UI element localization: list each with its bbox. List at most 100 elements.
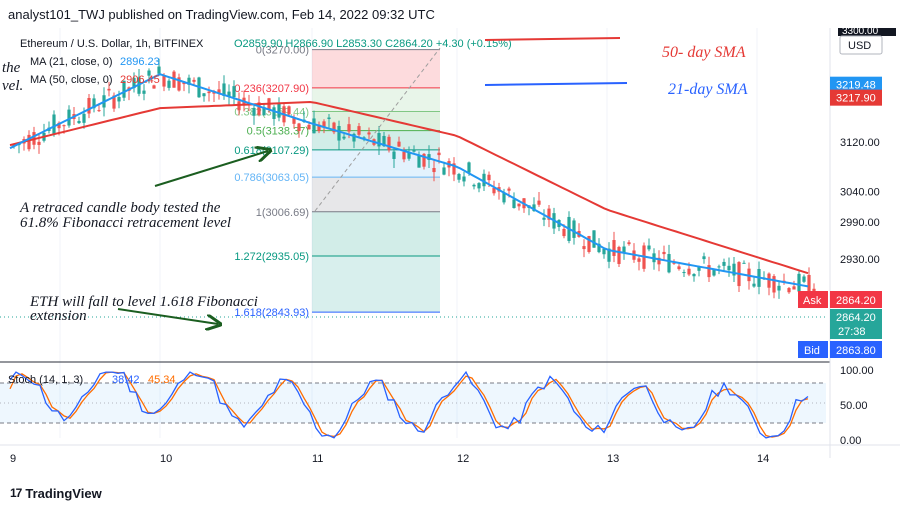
candle-body: [617, 246, 621, 264]
price-tick-2990.00: 2990.00: [840, 217, 880, 229]
candle-body: [407, 151, 411, 159]
last-price-tag: [830, 309, 882, 339]
fib-zone-7: [312, 255, 440, 313]
price-tick-3040.00: 3040.00: [840, 186, 880, 198]
tradingview-brand: TradingView: [25, 485, 102, 501]
price-scale[interactable]: 3300.00 USD 3200.003120.003040.002990.00…: [798, 28, 896, 458]
currency-label: USD: [848, 40, 871, 52]
fib-label-1: 1(3006.69): [256, 207, 309, 219]
candle-body: [457, 174, 461, 180]
ma-tag-1: 3217.90: [836, 93, 876, 105]
ask-label: Ask: [803, 295, 822, 307]
candle-body: [347, 124, 351, 132]
candle-body: [287, 106, 291, 115]
note-arrow-retrace: [154, 151, 268, 187]
price-chart[interactable]: 0(3270.00) 0.236(3207.90) 0.382(3169.44) 0.…: [0, 28, 900, 483]
candle-body: [532, 204, 536, 212]
candle-body: [657, 257, 661, 265]
candle-body: [797, 273, 801, 292]
candle-body: [357, 126, 361, 135]
candle-body: [512, 199, 516, 209]
note-extension-line2: extension: [30, 308, 87, 324]
candle-body: [752, 283, 756, 287]
candle-body: [562, 228, 566, 237]
candle-body: [167, 80, 171, 88]
stoch-d-value: 45.34: [148, 374, 176, 386]
candle-body: [602, 248, 606, 255]
time-label-14: 14: [757, 453, 769, 465]
candle-body: [742, 262, 746, 264]
time-axis[interactable]: 9 10 11 12 13 14: [10, 453, 769, 465]
candle-body: [392, 151, 396, 159]
candle-body: [122, 80, 126, 98]
ask-value-tag: [830, 291, 882, 308]
candle-body: [142, 90, 146, 94]
note-extension-line1: ETH will fall to level 1.618 Fibonacci: [29, 294, 258, 310]
fib-label-1.618: 1.618(2843.93): [234, 307, 309, 319]
ma-tag-0: 3219.48: [836, 80, 876, 92]
fib-label-1.272: 1.272(2935.05): [234, 251, 309, 263]
candle-body: [442, 167, 446, 175]
candle-body: [542, 217, 546, 220]
fib-label-0.618: 0.618(3107.29): [234, 145, 309, 157]
fib-trend-line: [314, 47, 441, 212]
legend-ma21: MA (21, close, 0): [30, 56, 113, 68]
candle-body: [327, 117, 331, 120]
candle-body: [252, 107, 256, 116]
candle-body: [437, 152, 441, 156]
candle-body: [637, 258, 641, 262]
candle-body: [462, 176, 466, 182]
stochastic-panel[interactable]: Stoch (14, 1, 3) 38.42 45.34: [0, 370, 826, 439]
candle-body: [77, 120, 81, 124]
candle-body: [727, 265, 731, 271]
candle-body: [467, 162, 471, 173]
stoch-label: Stoch (14, 1, 3): [8, 374, 83, 386]
candle-body: [87, 97, 91, 114]
candle-body: [257, 102, 261, 115]
ma50-line: [9, 100, 809, 275]
legend-ma21-value: 2896.23: [120, 56, 160, 68]
candle-body: [722, 261, 726, 266]
candle-body: [52, 114, 56, 135]
tradingview-logo: 17: [10, 486, 22, 500]
candle-body: [517, 203, 521, 207]
candle-body: [662, 251, 666, 255]
publisher-text: analyst101_TWJ published on TradingView.…: [8, 7, 435, 22]
candle-body: [547, 208, 551, 220]
candle-body: [162, 75, 166, 87]
candle-body: [342, 136, 346, 139]
candle-body: [192, 79, 196, 82]
candle-body: [422, 153, 426, 167]
candle-body: [182, 82, 186, 85]
candle-body: [572, 220, 576, 238]
candle-body: [417, 155, 421, 168]
candle-body: [432, 167, 436, 173]
bid-value: 2863.80: [836, 345, 876, 357]
currency-badge[interactable]: [839, 35, 883, 55]
sma21-key-line: [484, 82, 628, 86]
candle-body: [502, 192, 506, 203]
sma21-annotation: 21-day SMA: [668, 81, 748, 98]
candle-body: [207, 91, 211, 94]
time-label-12: 12: [457, 453, 469, 465]
candle-body: [202, 93, 206, 97]
candle-body: [717, 266, 721, 268]
fib-label-0.382: 0.382(3169.44): [234, 107, 309, 119]
note-arrow-extension: [117, 308, 218, 324]
candle-body: [702, 256, 706, 260]
candle-body: [67, 109, 71, 126]
candle-body: [682, 272, 686, 274]
cut-text-1: the: [2, 60, 21, 76]
candle-body: [792, 286, 796, 290]
sma50-annotation: 50- day SMA: [662, 44, 746, 61]
candle-body: [272, 107, 276, 119]
fib-label-0.236: 0.236(3207.90): [234, 83, 309, 95]
candle-body: [132, 77, 136, 89]
ask-value: 2864.20: [836, 295, 876, 307]
last-price-value: 2864.20: [836, 312, 876, 324]
candle-body: [187, 77, 191, 85]
candle-body: [332, 122, 336, 133]
candle-body: [362, 137, 366, 139]
grid: [59, 28, 758, 438]
